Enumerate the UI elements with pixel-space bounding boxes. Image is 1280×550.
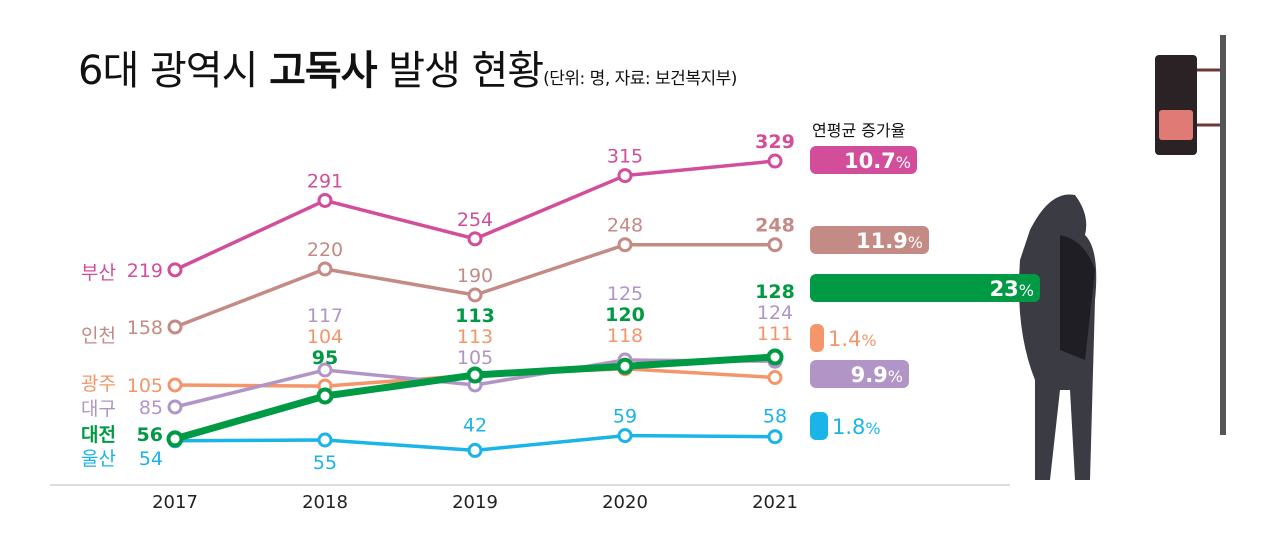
data-point [617, 428, 633, 444]
data-label: 113 [457, 326, 493, 348]
series-label: 대구 [81, 398, 116, 420]
data-label: 113 [455, 305, 495, 327]
data-point [767, 370, 783, 385]
data-label: 59 [613, 406, 637, 428]
series-울산: 54 55 42 59 58 울산 [81, 406, 787, 474]
growth-bar-부산: 10.7% [810, 146, 917, 174]
data-label: 55 [313, 452, 337, 474]
data-point [317, 261, 333, 277]
growth-bar [810, 412, 828, 440]
growth-label: 1.4% [828, 327, 877, 351]
data-label: 58 [763, 406, 787, 428]
series-인천: 158 220 190 248 248 인천 [81, 215, 795, 347]
data-label: 54 [139, 448, 163, 470]
data-label: 158 [127, 317, 163, 339]
person-illustration [1019, 35, 1226, 480]
data-label: 95 [312, 347, 338, 369]
data-label: 220 [307, 239, 343, 261]
data-point [167, 377, 183, 393]
series-대구: 85 117 105 125 124 대구 [81, 283, 793, 420]
data-label: 111 [757, 323, 793, 345]
data-label: 329 [755, 131, 795, 153]
data-label: 315 [607, 146, 643, 168]
data-point [317, 432, 333, 448]
data-point [767, 153, 783, 169]
data-label: 190 [457, 265, 493, 287]
data-label: 219 [127, 260, 163, 282]
series-label: 울산 [81, 448, 116, 470]
title-suffix: 발생 현황 [376, 48, 544, 94]
data-label: 248 [755, 215, 795, 237]
title-bold: 고독사 [269, 48, 377, 94]
growth-header: 연평균 증가율 [812, 121, 905, 140]
title-prefix: 6대 광역시 [78, 48, 270, 94]
data-point [616, 357, 634, 375]
growth-bar [810, 360, 909, 388]
growth-bar-광주: 1.4% [810, 324, 877, 352]
series-label: 인천 [81, 325, 116, 347]
data-label: 105 [127, 375, 163, 397]
growth-label: 1.8% [832, 415, 881, 439]
data-point [617, 237, 633, 253]
growth-label: 11.9% [856, 229, 923, 253]
growth-label: 9.9% [851, 363, 903, 387]
chart-title: 6대 광역시 고독사 발생 현황(단위: 명, 자료: 보건복지부) [78, 38, 737, 96]
data-point [617, 168, 633, 184]
series-label: 부산 [81, 262, 116, 284]
x-tick-label: 2017 [152, 492, 198, 513]
data-label: 85 [139, 397, 163, 419]
data-label: 254 [457, 209, 493, 231]
growth-bar [810, 274, 1040, 302]
data-point [467, 231, 483, 247]
data-label: 118 [607, 325, 643, 347]
x-tick-label: 2019 [452, 492, 498, 513]
growth-label: 23% [990, 277, 1034, 301]
red-light-icon [1159, 110, 1193, 140]
data-point [166, 430, 184, 448]
data-label: 120 [605, 304, 645, 326]
data-label: 248 [607, 215, 643, 237]
data-label: 104 [307, 326, 343, 348]
data-point [167, 262, 183, 278]
data-point [167, 399, 183, 415]
growth-bar-울산: 1.8% [810, 412, 881, 440]
data-label: 291 [307, 170, 343, 192]
data-point [317, 362, 333, 378]
growth-bar [810, 146, 917, 174]
x-tick-label: 2020 [602, 492, 648, 513]
data-point [316, 387, 334, 405]
growth-bar [810, 226, 929, 254]
data-point [467, 287, 483, 303]
chart-subtitle: (단위: 명, 자료: 보건복지부) [543, 69, 737, 89]
data-point [767, 429, 783, 445]
data-label: 105 [457, 347, 493, 369]
growth-bar-대구: 9.9% [810, 360, 909, 388]
data-point [167, 319, 183, 335]
data-label: 128 [755, 281, 795, 303]
growth-bar-인천: 11.9% [810, 226, 929, 254]
growth-label: 10.7% [844, 149, 911, 173]
data-label: 124 [757, 302, 793, 324]
pole-icon [1220, 35, 1226, 435]
series-대전: 56 95 113 120 128 대전 [81, 281, 795, 448]
series-부산: 219 291 254 315 329 부산 [81, 131, 795, 284]
series-label: 대전 [81, 424, 116, 446]
x-tick-label: 2018 [302, 492, 348, 513]
data-point [317, 192, 333, 208]
data-label: 56 [137, 424, 163, 446]
data-point [766, 348, 784, 366]
data-point [767, 237, 783, 253]
jacket-icon [1060, 235, 1095, 360]
data-label: 117 [307, 305, 343, 327]
data-label: 42 [463, 414, 487, 436]
data-point [466, 366, 484, 384]
series-label: 광주 [81, 373, 116, 395]
x-tick-label: 2021 [752, 492, 798, 513]
data-label: 125 [607, 283, 643, 305]
data-point [467, 442, 483, 458]
growth-bar-대전: 23% [810, 274, 1040, 302]
growth-bar [810, 324, 824, 352]
